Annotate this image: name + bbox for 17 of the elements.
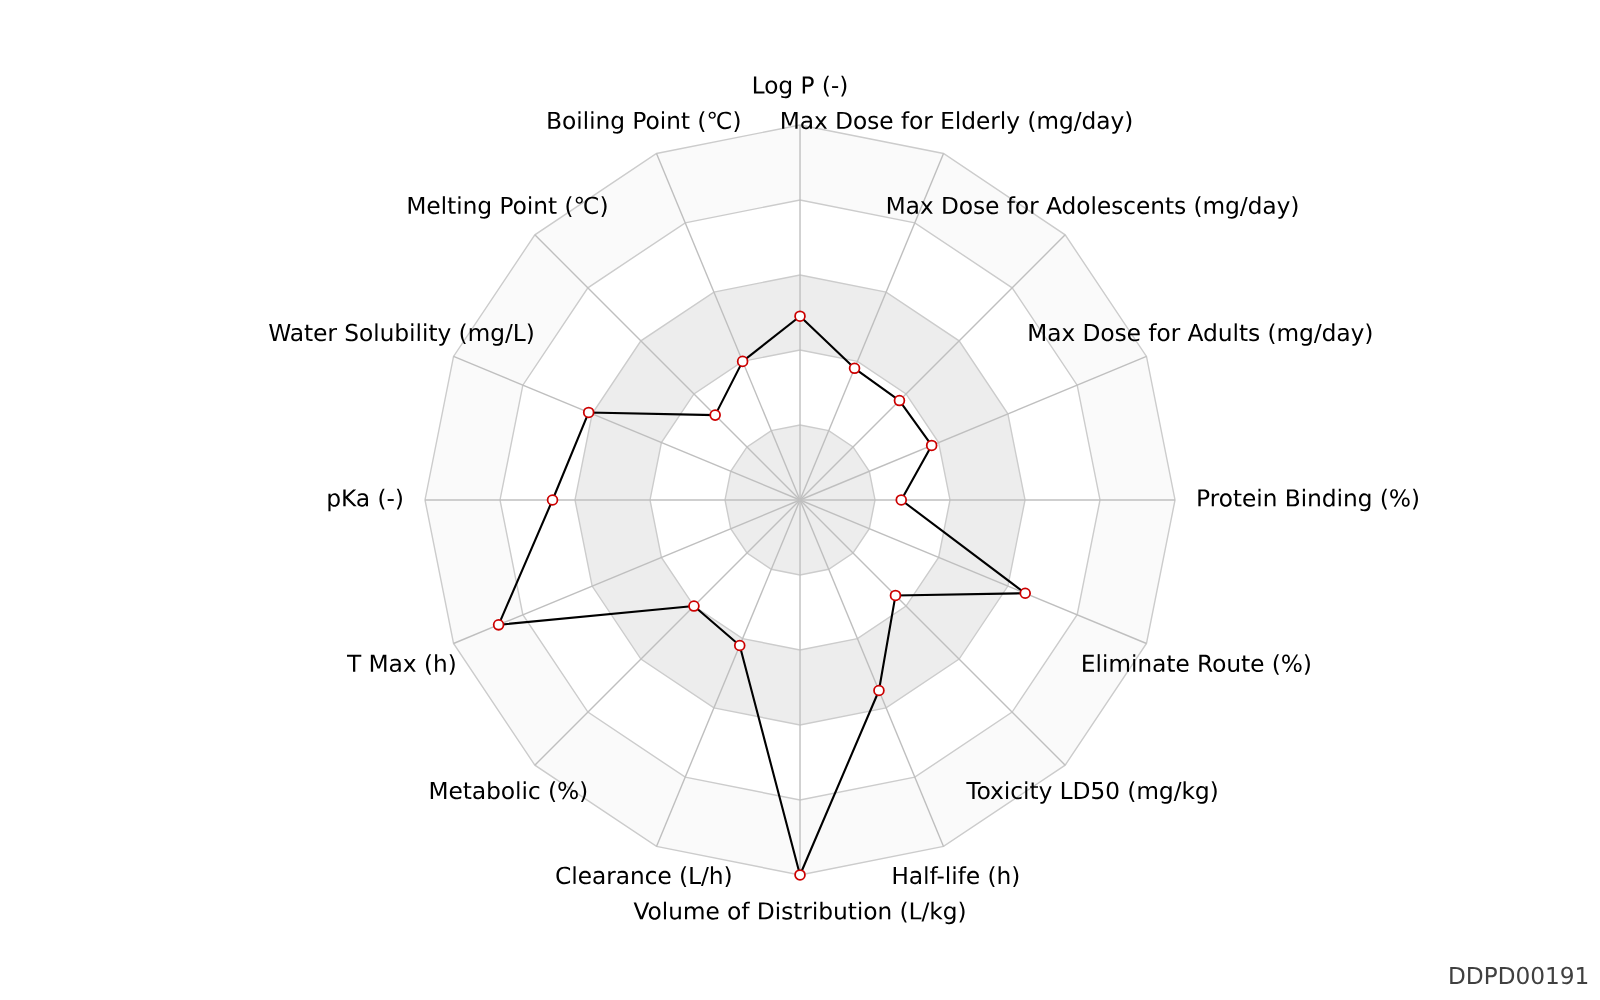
spoke-label: Toxicity LD50 (mg/kg) bbox=[966, 781, 1217, 804]
spoke-label: Volume of Distribution (L/kg) bbox=[633, 901, 965, 925]
spoke-label: Melting Point (℃) bbox=[408, 196, 607, 219]
spoke-label: Max Dose for Elderly (mg/day) bbox=[782, 111, 1132, 134]
spoke-label: Metabolic (%) bbox=[430, 781, 587, 802]
spoke-label: Log P (-) bbox=[753, 75, 847, 99]
spoke-label: Boiling Point (℃) bbox=[548, 111, 740, 134]
spoke-label: Half-life (h) bbox=[893, 866, 1019, 887]
spoke-label: T Max (h) bbox=[347, 654, 455, 675]
spoke-label: Eliminate Route (%) bbox=[1083, 654, 1310, 675]
spoke-label: Max Dose for Adults (mg/day) bbox=[1029, 323, 1372, 346]
spoke-label: Water Solubility (mg/L) bbox=[269, 323, 533, 346]
spoke-label: Max Dose for Adolescents (mg/day) bbox=[887, 196, 1298, 219]
spoke-label: Clearance (L/h) bbox=[556, 866, 731, 887]
spoke-label: pKa (-) bbox=[328, 488, 402, 512]
text: DDPD00191 bbox=[1450, 966, 1588, 985]
spoke-label: Protein Binding (%) bbox=[1198, 488, 1418, 512]
